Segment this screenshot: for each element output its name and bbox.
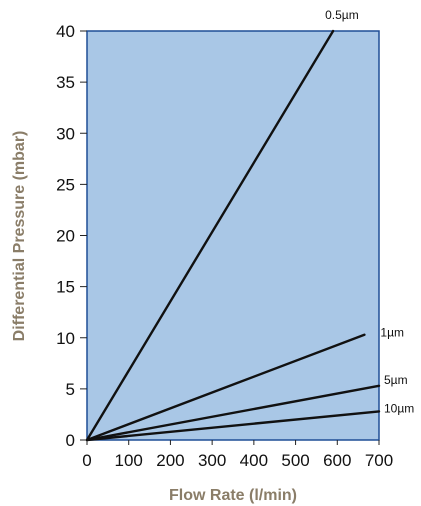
- y-tick-label: 10: [56, 329, 75, 348]
- x-axis-title: Flow Rate (l/min): [169, 487, 297, 504]
- x-axis: 0 100 200 300 400 500 600 700: [82, 440, 393, 470]
- y-axis-title: Differential Pressure (mbar): [11, 131, 28, 342]
- x-tick-label: 400: [240, 451, 268, 470]
- series-labels: 0.5µm 1µm 5µm 10µm: [325, 8, 414, 415]
- y-tick-label: 30: [56, 124, 75, 143]
- x-tick-label: 600: [323, 451, 351, 470]
- y-axis: 0 5 10 15 20 25 30 35 40: [56, 22, 87, 450]
- y-tick-label: 15: [56, 278, 75, 297]
- series-label: 10µm: [384, 401, 414, 415]
- x-tick-label: 200: [156, 451, 184, 470]
- series-line: [85, 333, 366, 442]
- y-tick-label: 40: [56, 22, 75, 41]
- x-tick-label: 500: [281, 451, 309, 470]
- plot-area: [86, 30, 380, 441]
- series-line: [85, 410, 381, 442]
- y-tick-label: 35: [56, 73, 75, 92]
- x-tick-label: 100: [115, 451, 143, 470]
- series-lines: [85, 29, 381, 442]
- x-tick-label: 0: [82, 451, 91, 470]
- y-tick-label: 0: [66, 431, 75, 450]
- series-label: 1µm: [380, 326, 404, 340]
- x-tick-label: 300: [198, 451, 226, 470]
- x-tick-label: 700: [365, 451, 393, 470]
- series-line: [85, 29, 335, 442]
- series-label: 0.5µm: [325, 8, 359, 22]
- series-line: [85, 384, 381, 442]
- y-tick-label: 20: [56, 227, 75, 246]
- y-tick-label: 25: [56, 175, 75, 194]
- y-tick-label: 5: [66, 380, 75, 399]
- series-label: 5µm: [384, 373, 408, 387]
